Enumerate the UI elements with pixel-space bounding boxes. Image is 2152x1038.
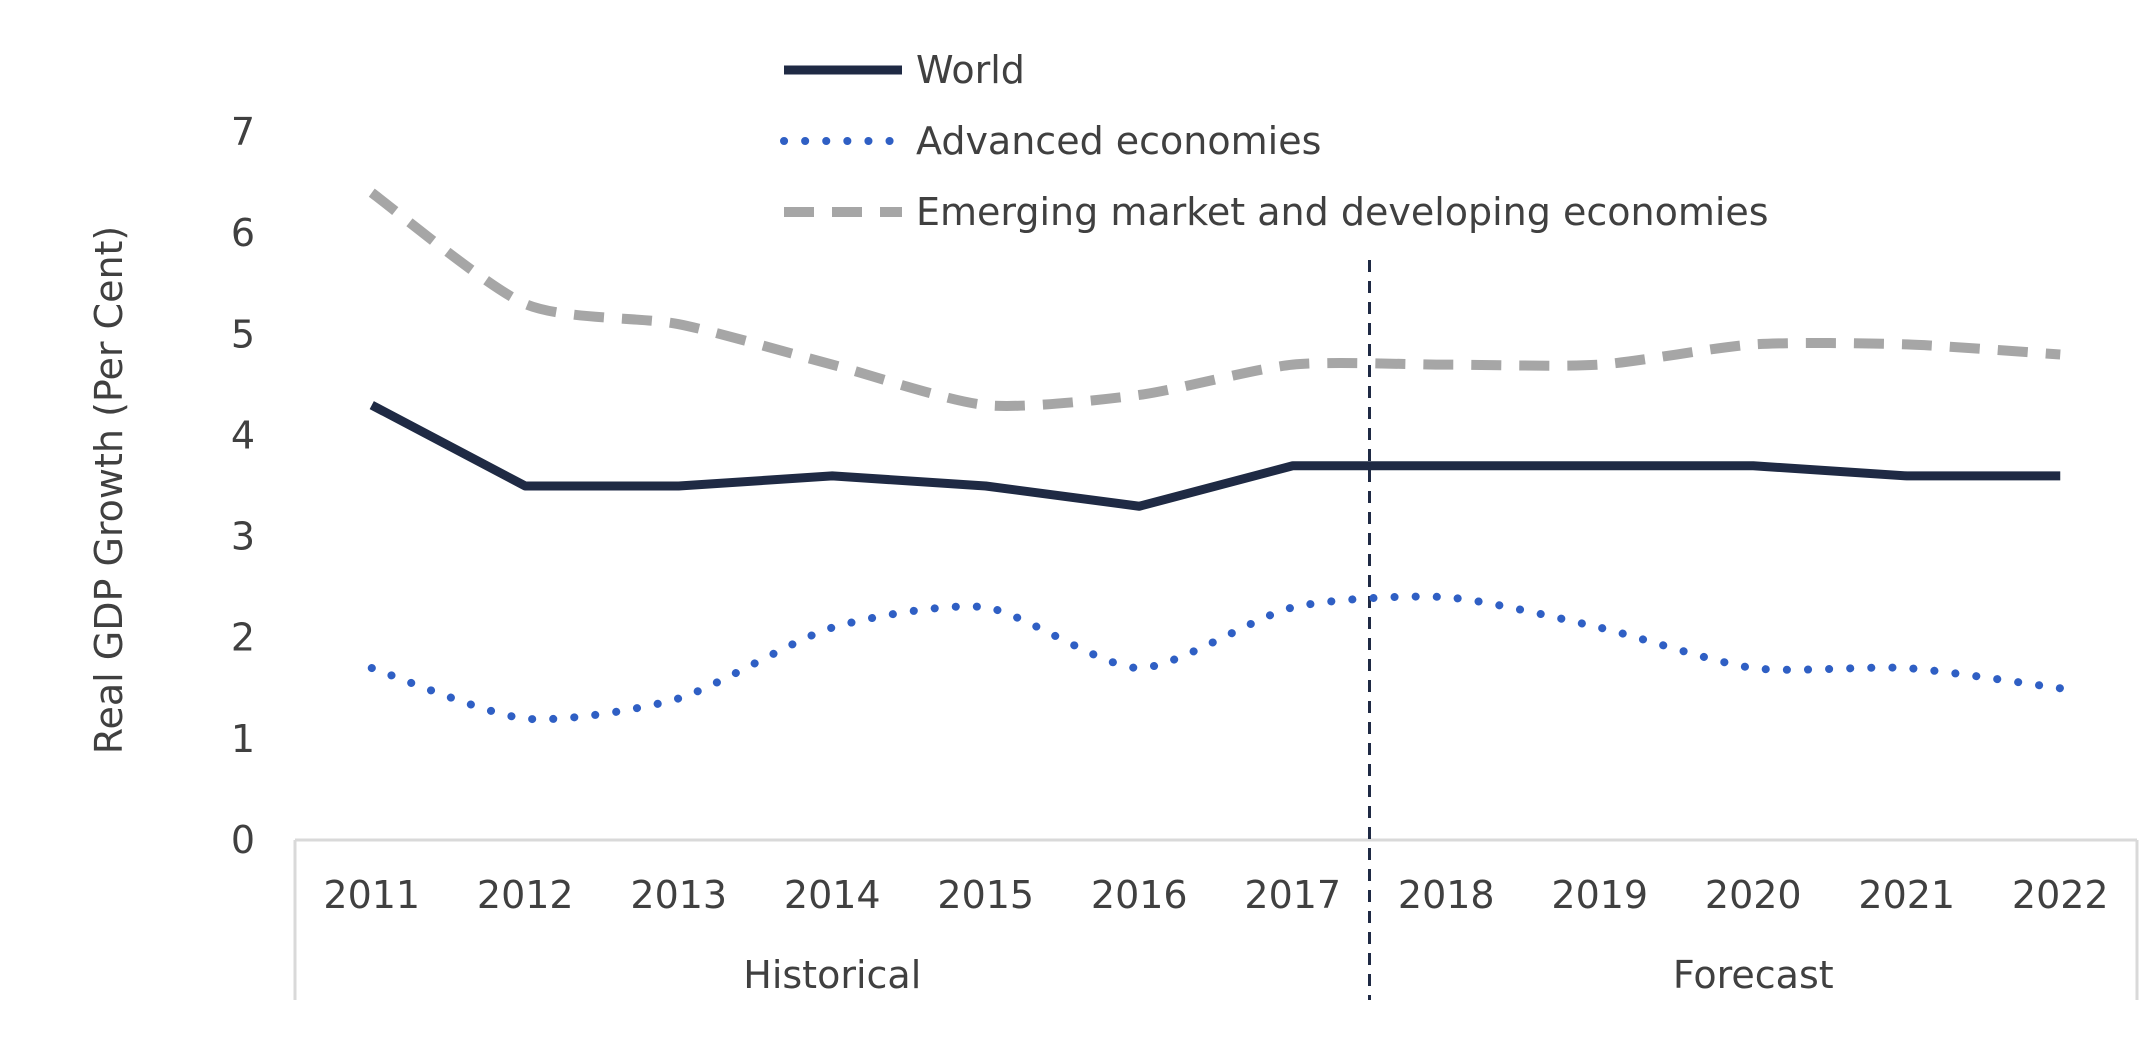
- y-tick-label: 0: [231, 818, 255, 862]
- y-axis: 0 1 2 3 4 5 6 7: [231, 110, 255, 862]
- series-lines: [367, 188, 2065, 724]
- y-tick-label: 4: [231, 413, 255, 457]
- legend-label-world: World: [916, 48, 1025, 92]
- x-group-label: Forecast: [1673, 953, 1834, 997]
- y-tick-label: 2: [231, 616, 255, 660]
- y-tick-label: 7: [231, 110, 255, 154]
- x-group-label: Historical: [743, 953, 921, 997]
- series-line-advanced-economies: [367, 592, 2065, 724]
- x-tick-label: 2022: [2012, 873, 2109, 917]
- series-line-emerging-market-and-developing-economies: [368, 188, 2061, 411]
- y-tick-label: 3: [231, 515, 255, 559]
- x-tick-label: 2011: [323, 873, 420, 917]
- x-tick-label: 2012: [477, 873, 574, 917]
- y-tick-label: 6: [231, 211, 255, 255]
- x-tick-label: 2013: [630, 873, 727, 917]
- y-axis-label: Real GDP Growth (Per Cent): [87, 226, 131, 755]
- x-axis: 2011 2012 2013 2014 2015 2016 2017 2018 2019 2020…: [293, 838, 2139, 1000]
- x-tick-label: 2015: [937, 873, 1034, 917]
- x-tick-label: 2020: [1705, 873, 1802, 917]
- x-tick-label: 2018: [1398, 873, 1495, 917]
- x-tick-label: 2017: [1244, 873, 1341, 917]
- y-tick-label: 1: [231, 717, 255, 761]
- legend-label-emerging-market-and-developing-economies: Emerging market and developing economies: [916, 190, 1769, 234]
- x-tick-label: 2016: [1091, 873, 1188, 917]
- x-tick-label: 2014: [784, 873, 881, 917]
- y-tick-label: 5: [231, 312, 255, 356]
- legend: World Advanced economies Emerging market a…: [780, 48, 1769, 234]
- series-line-world: [369, 401, 2061, 511]
- x-tick-label: 2021: [1858, 873, 1955, 917]
- legend-label-advanced-economies: Advanced economies: [916, 119, 1321, 163]
- x-tick-label: 2019: [1551, 873, 1648, 917]
